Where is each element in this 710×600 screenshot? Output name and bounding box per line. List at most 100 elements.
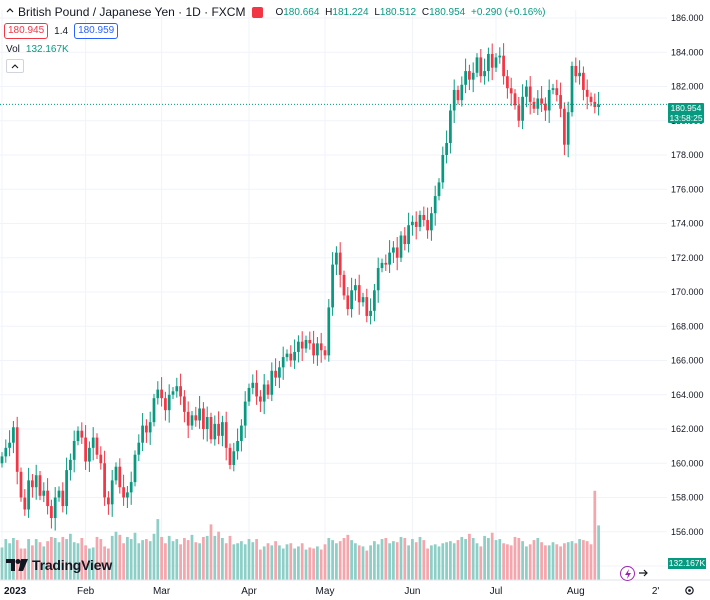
- volume-bar: [247, 539, 251, 580]
- candle-body: [53, 497, 57, 519]
- volume-bar: [88, 548, 91, 580]
- volume-bar: [566, 542, 570, 580]
- volume-label[interactable]: Vol: [6, 44, 20, 55]
- volume-bar: [137, 543, 141, 580]
- lightning-icon[interactable]: [620, 566, 635, 581]
- volume-bar: [84, 545, 87, 580]
- candle-body: [498, 55, 502, 58]
- tradingview-logo[interactable]: TradingView: [6, 557, 112, 573]
- price-axis-label: 156.000: [671, 527, 704, 537]
- volume-bar: [69, 533, 72, 580]
- candle-body: [297, 341, 300, 352]
- volume-bar: [141, 540, 144, 580]
- volume-bar: [441, 543, 445, 580]
- volume-bar: [270, 545, 274, 580]
- symbol-title[interactable]: British Pound / Japanese Yen · 1D · FXCM: [18, 5, 246, 19]
- candle-body: [179, 386, 182, 397]
- candle-body: [251, 382, 255, 388]
- candle-body: [445, 143, 448, 155]
- candle-body: [316, 343, 319, 356]
- candle-body: [186, 411, 190, 426]
- candle-body: [331, 264, 334, 308]
- gear-icon[interactable]: [683, 584, 695, 596]
- candle-body: [293, 351, 296, 361]
- candle-body: [551, 88, 555, 90]
- candle-body: [570, 65, 574, 113]
- candle-body: [118, 466, 122, 488]
- candle-body: [137, 442, 141, 455]
- market-status-icon[interactable]: [252, 6, 264, 18]
- price-axis-label: 178.000: [671, 150, 704, 160]
- candle-body: [289, 353, 293, 361]
- volume-bar: [506, 544, 509, 580]
- price-axis-label: 168.000: [671, 321, 704, 331]
- candle-body: [597, 104, 600, 108]
- candle-body: [346, 295, 350, 310]
- candle-body: [525, 86, 528, 97]
- volume-bar: [479, 546, 483, 580]
- price-axis-label: 158.000: [671, 493, 704, 503]
- spread-value: 1.4: [54, 25, 69, 37]
- volume-bars: [0, 490, 600, 580]
- go-to-realtime-button[interactable]: [637, 566, 650, 579]
- volume-bar: [27, 539, 30, 580]
- volume-bar: [319, 549, 323, 580]
- candle-body: [441, 155, 445, 183]
- volume-bar: [395, 542, 399, 580]
- volume-bar: [76, 543, 80, 580]
- volume-bar: [183, 538, 186, 580]
- candle-body: [540, 98, 543, 104]
- candle-body: [388, 252, 391, 265]
- quote-panel: 180.945 1.4 180.959: [4, 23, 119, 39]
- candle-body: [57, 490, 61, 498]
- volume-bar: [585, 541, 589, 580]
- volume-bar: [456, 540, 460, 580]
- candle-body: [517, 105, 521, 121]
- volume-bar: [274, 541, 277, 580]
- chevron-down-icon[interactable]: [6, 6, 14, 18]
- tradingview-logo-icon: [6, 559, 28, 571]
- price-axis[interactable]: 186.000184.000182.000180.000178.000176.0…: [667, 0, 710, 580]
- candle-body: [65, 470, 68, 507]
- candle-body: [72, 440, 76, 460]
- volume-bar: [167, 535, 171, 580]
- volume-bar: [205, 535, 209, 580]
- candle-body: [46, 490, 49, 507]
- collapse-legend-button[interactable]: [6, 59, 24, 73]
- candle-body: [547, 89, 551, 111]
- bid-button[interactable]: 180.945: [4, 23, 49, 39]
- volume-bar: [555, 544, 559, 580]
- volume-bar: [107, 548, 110, 580]
- ask-button[interactable]: 180.959: [74, 23, 119, 39]
- volume-bar: [437, 546, 441, 580]
- candle-body: [42, 490, 46, 496]
- volume-bar: [551, 542, 555, 580]
- time-axis[interactable]: 2023 Feb Mar Apr May Jun Jul Aug 2': [0, 579, 710, 597]
- volume-bar: [521, 541, 524, 580]
- volume-bar: [152, 533, 156, 580]
- volume-bar: [53, 538, 57, 580]
- candle-body: [399, 235, 403, 258]
- candle-body: [99, 454, 103, 464]
- candle-body: [418, 214, 422, 227]
- candle-body: [392, 247, 395, 253]
- volume-bar: [259, 549, 262, 580]
- time-axis-label: 2': [652, 586, 660, 597]
- candle-body: [502, 55, 505, 77]
- candle-body: [19, 471, 23, 498]
- volume-bar: [331, 540, 334, 580]
- candle-body: [15, 427, 19, 472]
- current-price-value: 180.954: [670, 103, 702, 113]
- candle-body: [433, 196, 437, 214]
- volume-bar: [373, 541, 376, 580]
- volume-bar: [528, 544, 532, 580]
- candle-body: [148, 422, 152, 433]
- volume-bar: [213, 535, 217, 580]
- candle-body: [145, 425, 148, 433]
- candle-body: [240, 425, 243, 441]
- volume-bar: [475, 543, 479, 580]
- candle-body: [232, 451, 236, 465]
- candle-body: [12, 427, 15, 443]
- volume-bar: [426, 548, 429, 580]
